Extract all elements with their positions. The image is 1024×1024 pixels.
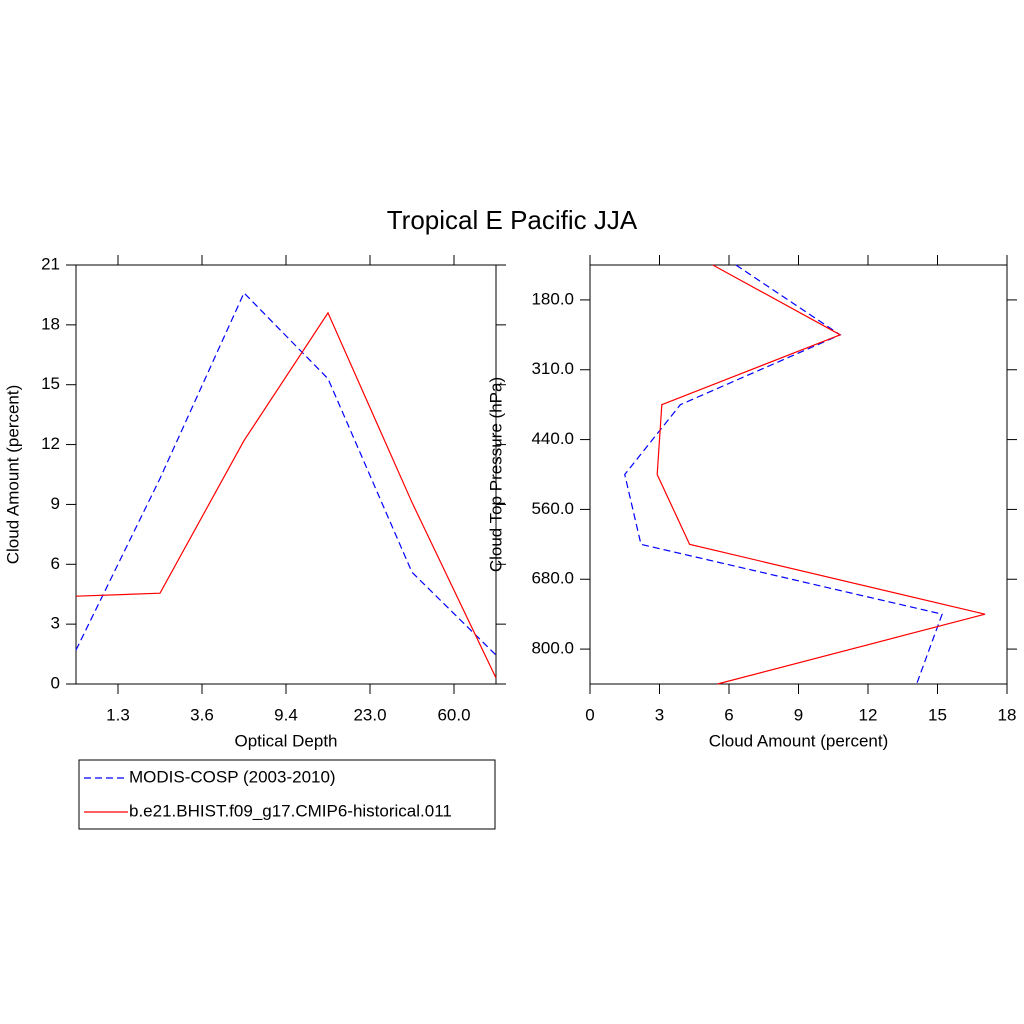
y-tick-label: 440.0: [531, 429, 574, 448]
y-tick-label: 3: [51, 614, 60, 633]
series-line: [75, 291, 497, 656]
y-tick-label: 680.0: [531, 569, 574, 588]
y-tick-label: 310.0: [531, 359, 574, 378]
y-tick-label: 18: [41, 314, 60, 333]
x-tick-label: 23.0: [353, 705, 386, 724]
y-tick-label: 6: [51, 554, 60, 573]
y-tick-label: 21: [41, 254, 60, 273]
x-tick-label: 3.6: [190, 705, 214, 724]
y-tick-label: 180.0: [531, 289, 574, 308]
x-tick-label: 18: [998, 705, 1017, 724]
legend-box: [78, 759, 496, 830]
x-axis-label: Cloud Amount (percent): [709, 731, 889, 750]
y-tick-label: 15: [41, 374, 60, 393]
y-tick-label: 12: [41, 434, 60, 453]
y-tick-label: 800.0: [531, 639, 574, 658]
series-line: [75, 311, 497, 679]
legend-label: MODIS-COSP (2003-2010): [129, 767, 336, 786]
y-axis-label: Cloud Amount (percent): [3, 385, 22, 565]
y-axis-label: Cloud Top Pressure (hPa): [486, 377, 505, 572]
x-tick-label: 0: [585, 705, 594, 724]
y-tick-label: 560.0: [531, 499, 574, 518]
y-tick-label: 9: [51, 494, 60, 513]
x-tick-label: 9.4: [274, 705, 298, 724]
plot-frame: [589, 264, 1008, 685]
series-line: [656, 264, 986, 685]
x-tick-label: 12: [859, 705, 878, 724]
x-tick-label: 3: [655, 705, 664, 724]
legend-label: b.e21.BHIST.f09_g17.CMIP6-historical.011: [129, 801, 452, 820]
x-tick-label: 6: [724, 705, 733, 724]
x-tick-label: 1.3: [106, 705, 130, 724]
x-tick-label: 15: [928, 705, 947, 724]
x-axis-label: Optical Depth: [235, 731, 338, 750]
figure-title: Tropical E Pacific JJA: [387, 205, 638, 235]
y-tick-label: 0: [51, 673, 60, 692]
x-tick-label: 9: [794, 705, 803, 724]
series-line: [624, 264, 943, 685]
plot-frame: [75, 264, 497, 685]
x-tick-label: 60.0: [437, 705, 470, 724]
